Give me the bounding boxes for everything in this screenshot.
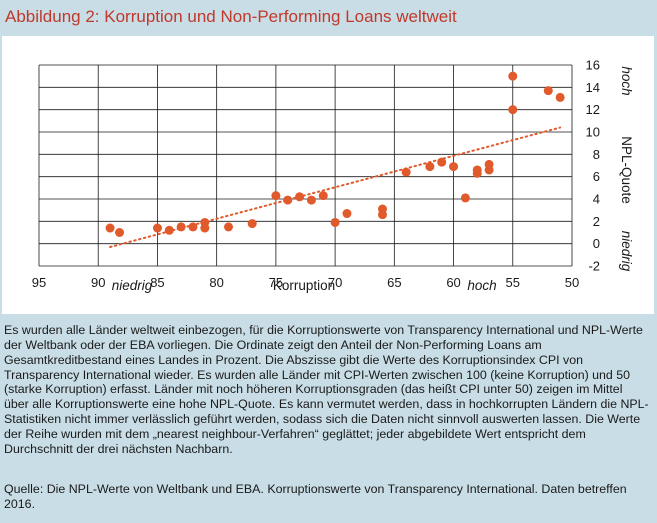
data-point-9 xyxy=(247,219,257,229)
y-axis-label: NPL-Quote xyxy=(619,136,634,204)
y-tick-label-0: -2 xyxy=(588,259,600,274)
data-point-23 xyxy=(460,193,470,203)
data-point-30 xyxy=(543,86,553,96)
y-tick-label-3: 4 xyxy=(593,192,600,207)
x-axis-label-high: hoch xyxy=(467,278,496,293)
y-tick-label-1: 0 xyxy=(593,236,600,251)
data-point-10 xyxy=(271,191,281,201)
data-point-31 xyxy=(555,92,565,102)
y-tick-labels: -2 0 2 4 6 8 10 12 14 16 xyxy=(586,58,600,274)
data-point-16 xyxy=(342,209,352,219)
x-axis-label-low: niedrig xyxy=(112,278,153,293)
y-axis-label-low: niedrig xyxy=(619,231,634,272)
y-axis-label-high: hoch xyxy=(619,66,634,95)
grid-lines xyxy=(38,64,573,267)
data-point-13 xyxy=(306,195,316,205)
x-tick-label-7: 60 xyxy=(446,275,460,290)
data-point-27 xyxy=(484,159,494,169)
x-tick-label-3: 80 xyxy=(209,275,223,290)
y-tick-label-8: 14 xyxy=(586,80,600,95)
data-points xyxy=(105,71,565,237)
data-point-15 xyxy=(330,217,340,227)
x-axis-label: Korruption xyxy=(273,278,335,293)
y-tick-label-6: 10 xyxy=(586,125,600,140)
x-tick-label-8: 55 xyxy=(506,275,520,290)
y-tick-label-2: 2 xyxy=(593,214,600,229)
caption-area: Es wurden alle Länder weltweit einbezoge… xyxy=(0,314,657,523)
data-point-20 xyxy=(425,162,435,172)
plot-panel: 95 90 85 80 75 70 65 60 55 50 -2 0 2 4 6 8 10 12 14 16 nie… xyxy=(2,36,654,314)
title-bar: Abbildung 2: Korruption und Non-Performi… xyxy=(0,0,657,36)
data-point-29 xyxy=(508,71,518,81)
figure-source: Quelle: Die NPL-Werte von Weltbank und E… xyxy=(4,482,627,511)
data-point-5 xyxy=(188,222,198,232)
data-point-18 xyxy=(377,204,387,214)
data-point-3 xyxy=(164,225,174,235)
x-tick-label-6: 65 xyxy=(387,275,401,290)
y-tick-label-9: 16 xyxy=(586,58,600,73)
data-point-25 xyxy=(472,165,482,175)
data-point-22 xyxy=(449,162,459,172)
data-point-8 xyxy=(224,222,234,232)
data-point-11 xyxy=(283,195,293,205)
x-tick-label-0: 95 xyxy=(32,275,46,290)
data-point-19 xyxy=(401,167,411,177)
data-point-0 xyxy=(105,223,115,233)
scatter-chart: 95 90 85 80 75 70 65 60 55 50 -2 0 2 4 6 8 10 12 14 16 nie… xyxy=(32,58,634,294)
y-tick-label-7: 12 xyxy=(586,102,600,117)
x-tick-label-4: 75 xyxy=(269,275,283,290)
x-tick-label-2: 85 xyxy=(150,275,164,290)
data-point-14 xyxy=(318,191,328,201)
data-point-1 xyxy=(115,228,125,237)
x-tick-label-1: 90 xyxy=(91,275,105,290)
data-point-7 xyxy=(200,217,210,227)
data-point-21 xyxy=(437,157,447,167)
x-tick-label-9: 50 xyxy=(565,275,579,290)
y-tick-label-4: 6 xyxy=(593,169,600,184)
x-tick-label-5: 70 xyxy=(328,275,342,290)
figure-description: Es wurden alle Länder weltweit einbezoge… xyxy=(4,323,649,456)
y-axis-label-group: hoch NPL-Quote niedrig xyxy=(619,66,634,271)
data-point-4 xyxy=(176,222,186,232)
data-point-28 xyxy=(508,105,518,115)
x-tick-labels: 95 90 85 80 75 70 65 60 55 50 xyxy=(32,275,579,290)
y-tick-label-5: 8 xyxy=(593,147,600,162)
data-point-12 xyxy=(295,192,305,202)
figure-title: Abbildung 2: Korruption und Non-Performi… xyxy=(5,7,457,26)
data-point-2 xyxy=(152,223,162,233)
